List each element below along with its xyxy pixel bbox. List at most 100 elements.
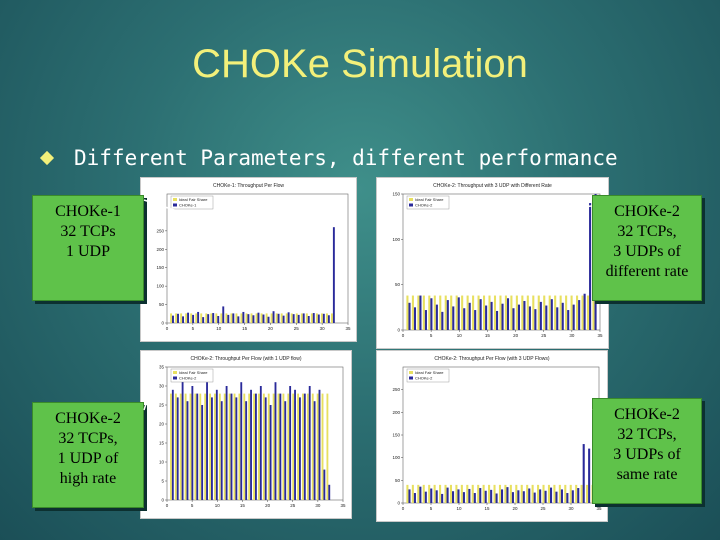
callout-line: same rate bbox=[616, 466, 678, 483]
bar-fair-share bbox=[510, 295, 513, 330]
bar-choke bbox=[566, 493, 569, 503]
x-tick-label: 5 bbox=[430, 333, 433, 338]
bar-choke bbox=[206, 382, 208, 500]
bar-fair-share bbox=[230, 313, 233, 323]
x-tick-label: 5 bbox=[430, 506, 433, 511]
y-tick-label: 150 bbox=[156, 265, 164, 270]
bar-fair-share bbox=[521, 295, 524, 330]
legend-box bbox=[170, 195, 214, 210]
bar-choke bbox=[468, 302, 471, 330]
bar-choke bbox=[424, 310, 427, 330]
x-tick-label: 35 bbox=[597, 333, 603, 338]
x-tick-label: 15 bbox=[485, 333, 491, 338]
bar-choke bbox=[468, 488, 471, 503]
bar-choke bbox=[462, 492, 465, 503]
bar-choke bbox=[517, 490, 520, 503]
x-tick-label: 5 bbox=[191, 503, 194, 508]
bar-fair-share bbox=[170, 393, 172, 500]
bar-fair-share bbox=[240, 313, 243, 323]
bar-fair-share bbox=[547, 484, 550, 503]
legend-label: Ideal Fair Share bbox=[179, 370, 208, 375]
bar-fair-share bbox=[564, 484, 567, 503]
bar-fair-share bbox=[472, 295, 475, 330]
y-tick-label: 150 bbox=[392, 192, 400, 197]
bar-choke bbox=[186, 401, 189, 500]
bar-choke bbox=[294, 389, 296, 500]
bar-choke bbox=[197, 311, 200, 323]
plot-frame bbox=[166, 193, 349, 324]
bar-fair-share bbox=[210, 313, 213, 323]
bar-choke bbox=[172, 315, 174, 323]
bar-choke bbox=[257, 312, 260, 323]
bar-fair-share bbox=[428, 484, 431, 503]
bar-fair-share bbox=[194, 393, 197, 500]
bar-choke bbox=[323, 469, 326, 500]
bar-fair-share bbox=[300, 313, 303, 323]
bar-fair-share bbox=[200, 313, 203, 323]
bar-fair-share bbox=[184, 393, 187, 500]
bar-fair-share bbox=[537, 295, 540, 330]
x-tick-label: 35 bbox=[340, 503, 346, 508]
y-tick-label: 25 bbox=[159, 403, 165, 408]
bar-fair-share bbox=[325, 313, 328, 323]
bar-choke bbox=[303, 393, 306, 500]
bar-choke bbox=[457, 489, 460, 503]
bar-fair-share bbox=[504, 484, 507, 503]
y-tick-label: 200 bbox=[392, 410, 400, 415]
callout-top-right: CHOKe-2 32 TCPs, 3 UDPs of different rat… bbox=[592, 195, 702, 301]
y-tick-label: 150 bbox=[392, 433, 400, 438]
bar-choke bbox=[267, 316, 270, 323]
x-tick-label: 0 bbox=[402, 333, 405, 338]
bar-choke bbox=[201, 405, 204, 500]
callout-line: CHOKe-2 bbox=[55, 410, 121, 427]
bar-choke bbox=[506, 298, 510, 330]
callout-line: CHOKe-1 bbox=[55, 203, 121, 220]
callout-line: 3 UDPs of bbox=[613, 446, 681, 463]
bar-fair-share bbox=[406, 484, 409, 503]
bar-choke bbox=[430, 298, 433, 330]
bar-choke bbox=[322, 313, 325, 323]
bar-fair-share bbox=[548, 295, 551, 330]
bar-fair-share bbox=[477, 295, 480, 330]
bar-fair-share bbox=[265, 313, 268, 323]
bar-fair-share bbox=[189, 393, 192, 500]
slide-title: CHOKe Simulation bbox=[192, 42, 528, 86]
bar-fair-share bbox=[258, 393, 260, 500]
bar-fair-share bbox=[295, 313, 298, 323]
bar-choke bbox=[561, 302, 564, 330]
bar-fair-share bbox=[175, 313, 178, 323]
bar-fair-share bbox=[406, 295, 409, 330]
chart-title: CHOKe-1: Throughput Per Flow bbox=[213, 183, 284, 189]
bar-fair-share bbox=[532, 295, 535, 330]
bar-choke bbox=[544, 490, 547, 503]
bar-fair-share bbox=[220, 313, 223, 323]
bar-fair-share bbox=[411, 295, 414, 330]
legend-label: CHOKe-1 bbox=[179, 202, 197, 207]
bar-choke bbox=[588, 448, 591, 503]
legend-label: Ideal Fair Share bbox=[415, 197, 444, 202]
callout-line: 32 TCPs, bbox=[617, 223, 677, 240]
bar-fair-share bbox=[250, 313, 253, 323]
bar-fair-share bbox=[180, 313, 183, 323]
bar-fair-share bbox=[228, 393, 231, 500]
bar-fair-share bbox=[542, 484, 545, 503]
bar-choke bbox=[457, 297, 460, 330]
bar-choke bbox=[299, 397, 301, 500]
x-tick-label: 25 bbox=[290, 503, 296, 508]
bar-choke bbox=[523, 300, 526, 330]
bar-fair-share bbox=[433, 295, 436, 330]
legend-box bbox=[406, 195, 450, 210]
callout-line: 32 TCPs, bbox=[617, 426, 677, 443]
bar-choke bbox=[408, 302, 411, 330]
callout-bottom-right: CHOKe-2 32 TCPs, 3 UDPs of same rate bbox=[592, 398, 702, 504]
bar-fair-share bbox=[520, 484, 523, 503]
bar-choke bbox=[578, 300, 581, 330]
bar-fair-share bbox=[305, 313, 308, 323]
bar-choke bbox=[539, 301, 542, 330]
bar-choke bbox=[560, 489, 563, 503]
callout-line: CHOKe-2 bbox=[614, 406, 680, 423]
y-tick-label: 200 bbox=[156, 247, 164, 252]
bar-choke bbox=[501, 489, 504, 503]
bar-choke bbox=[220, 401, 223, 500]
